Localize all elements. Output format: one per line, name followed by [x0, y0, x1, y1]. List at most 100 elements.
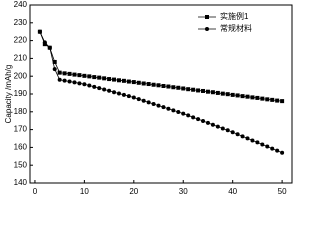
series-line	[39, 31, 283, 102]
data-point	[62, 71, 67, 76]
data-point	[255, 95, 260, 100]
data-point	[186, 113, 191, 118]
data-point	[230, 130, 235, 135]
data-point	[275, 98, 280, 103]
series-line	[39, 31, 283, 154]
data-point	[136, 97, 141, 102]
data-point	[280, 150, 285, 155]
y-tick-label: 220	[14, 36, 28, 45]
data-point	[156, 103, 161, 108]
data-point	[205, 120, 210, 125]
data-point	[97, 86, 102, 91]
data-point	[166, 84, 171, 89]
data-point	[265, 97, 270, 102]
data-point	[191, 115, 196, 120]
data-point	[102, 87, 107, 92]
data-point	[146, 82, 151, 87]
data-point	[87, 83, 92, 88]
data-point	[255, 140, 260, 145]
data-point	[57, 77, 62, 82]
y-tick-label: 160	[14, 143, 28, 152]
y-tick-label: 230	[14, 18, 28, 27]
y-tick-label: 150	[14, 160, 28, 169]
data-point	[131, 95, 136, 100]
data-point	[92, 84, 97, 89]
x-tick-label: 40	[228, 187, 237, 196]
plot-frame	[29, 4, 293, 184]
data-point	[171, 108, 176, 113]
x-tick-label: 50	[278, 187, 287, 196]
data-point	[72, 80, 77, 85]
data-point	[220, 91, 225, 96]
data-point	[240, 134, 245, 139]
data-point	[112, 77, 117, 82]
data-point	[235, 132, 240, 137]
data-point	[220, 126, 225, 131]
data-point	[92, 75, 97, 80]
data-point	[141, 98, 146, 103]
data-point	[186, 87, 191, 92]
data-point	[210, 90, 215, 95]
data-point	[196, 117, 201, 122]
data-point	[176, 85, 181, 90]
legend-label: 实施例1	[220, 11, 249, 21]
data-point	[270, 146, 275, 151]
data-point	[107, 88, 112, 93]
legend-marker	[205, 15, 209, 19]
data-point	[97, 75, 102, 80]
data-point	[47, 45, 52, 50]
data-point	[225, 128, 230, 133]
data-point	[57, 70, 62, 75]
y-tick-label: 200	[14, 71, 28, 80]
data-point	[181, 86, 186, 91]
data-point	[176, 109, 181, 114]
y-axis-label: Capacity /mAh/g	[4, 65, 13, 124]
data-point	[82, 82, 87, 87]
data-point	[126, 79, 131, 84]
data-point	[260, 96, 265, 101]
y-tick-label: 180	[14, 107, 28, 116]
legend-marker	[205, 27, 209, 31]
data-point	[201, 119, 206, 124]
x-tick-label: 0	[33, 187, 38, 196]
data-point	[225, 92, 230, 97]
data-point	[215, 124, 220, 129]
data-point	[77, 73, 82, 78]
data-point	[156, 83, 161, 88]
data-point	[87, 74, 92, 79]
data-point	[280, 99, 285, 104]
data-point	[235, 93, 240, 98]
data-point	[210, 122, 215, 127]
data-point	[82, 73, 87, 78]
data-point	[205, 89, 210, 94]
data-point	[196, 88, 201, 93]
data-point	[270, 97, 275, 102]
data-point	[42, 40, 47, 45]
y-tick-label: 210	[14, 54, 28, 63]
y-tick-label: 140	[14, 178, 28, 187]
data-point	[126, 94, 131, 99]
x-tick-label: 20	[129, 187, 138, 196]
data-point	[151, 101, 156, 106]
data-point	[161, 83, 166, 88]
data-point	[166, 106, 171, 111]
data-point	[67, 79, 72, 84]
data-point	[181, 111, 186, 116]
data-point	[52, 67, 57, 72]
data-point	[161, 105, 166, 110]
data-point	[62, 78, 67, 83]
data-point	[151, 82, 156, 87]
data-point	[230, 92, 235, 97]
data-point	[245, 94, 250, 99]
y-tick-label: 240	[14, 0, 28, 9]
data-point	[116, 78, 121, 83]
data-point	[72, 72, 77, 77]
legend-label: 常规材料	[220, 23, 252, 33]
data-point	[250, 95, 255, 100]
data-point	[136, 80, 141, 85]
data-point	[121, 92, 126, 97]
data-point	[191, 87, 196, 92]
data-point	[245, 136, 250, 141]
data-point	[102, 76, 107, 81]
y-tick-label: 170	[14, 125, 28, 134]
